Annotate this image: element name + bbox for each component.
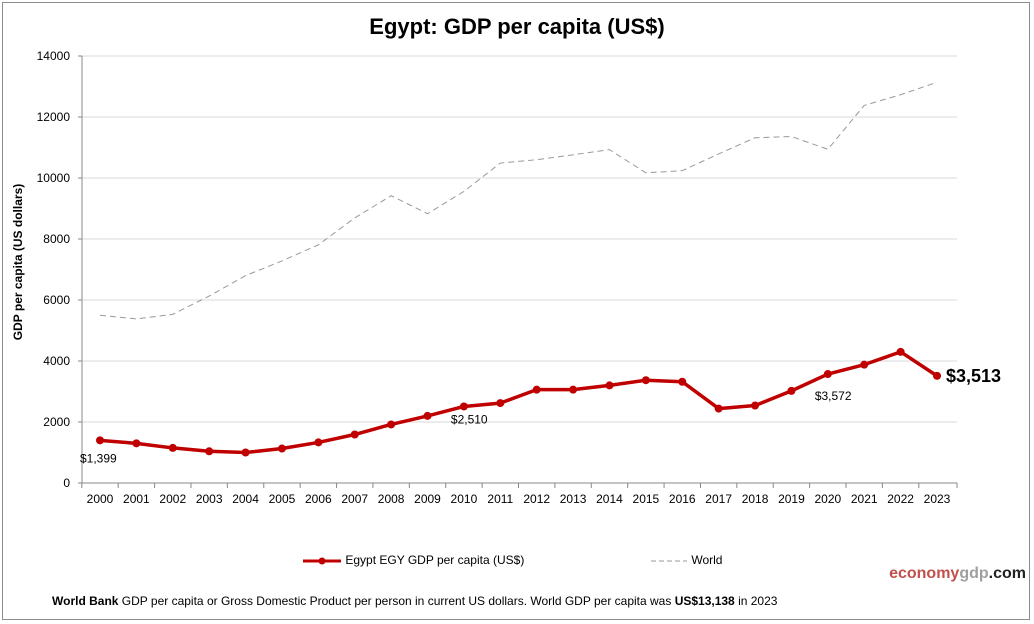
- x-tick-label: 2015: [633, 492, 660, 506]
- data-label: $3,513: [946, 366, 1001, 386]
- data-label: $2,510: [451, 412, 488, 426]
- x-tick-label: 2004: [232, 492, 259, 506]
- egypt-point: [569, 385, 578, 394]
- egypt-point: [933, 371, 941, 380]
- legend-world: World: [650, 553, 722, 568]
- x-tick-label: 2008: [378, 492, 405, 506]
- chart-title: Egypt: GDP per capita (US$): [369, 14, 665, 39]
- data-label: $1,399: [80, 451, 117, 465]
- footer-note: World Bank GDP per capita or Gross Domes…: [52, 594, 778, 608]
- y-tick-label: 12000: [37, 110, 71, 124]
- egypt-point: [96, 436, 104, 445]
- egypt-point: [496, 399, 505, 408]
- egypt-point: [423, 411, 432, 420]
- y-tick-label: 2000: [43, 415, 70, 429]
- y-tick-label: 8000: [43, 232, 70, 246]
- legend-egypt: Egypt EGY GDP per capita (US$): [302, 553, 524, 568]
- egypt-point: [787, 386, 796, 395]
- egypt-point: [678, 377, 687, 386]
- egypt-point: [241, 448, 250, 457]
- x-tick-label: 2022: [887, 492, 914, 506]
- egypt-point: [532, 385, 541, 394]
- y-tick-label: 10000: [37, 171, 71, 185]
- legend-egypt-swatch: [303, 557, 341, 565]
- x-tick-label: 2010: [451, 492, 478, 506]
- egypt-point: [896, 347, 905, 356]
- legend-egypt-label: Egypt EGY GDP per capita (US$): [345, 553, 525, 567]
- x-tick-label: 2020: [814, 492, 841, 506]
- world-line: [99, 81, 938, 320]
- x-tick-label: 2006: [305, 492, 332, 506]
- y-tick-label: 6000: [43, 293, 70, 307]
- egypt-point: [860, 360, 869, 369]
- x-tick-label: 2021: [851, 492, 878, 506]
- x-tick-label: 2019: [778, 492, 805, 506]
- x-tick-label: 2017: [705, 492, 732, 506]
- egypt-point: [605, 381, 614, 390]
- x-tick-label: 2001: [123, 492, 150, 506]
- egypt-point: [751, 401, 760, 410]
- x-tick-label: 2012: [523, 492, 550, 506]
- egypt-point: [459, 402, 468, 411]
- y-tick-label: 14000: [37, 49, 71, 63]
- egypt-point: [277, 444, 286, 453]
- x-tick-label: 2009: [414, 492, 441, 506]
- egypt-point: [641, 376, 650, 385]
- x-tick-label: 2000: [87, 492, 114, 506]
- egypt-point: [823, 370, 832, 379]
- y-tick-label: 0: [63, 476, 70, 490]
- brand-logo: economygdp.com: [889, 565, 1026, 582]
- x-tick-label: 2023: [924, 492, 951, 506]
- x-tick-label: 2013: [560, 492, 587, 506]
- egypt-point: [387, 420, 396, 429]
- legend-world-swatch: [651, 560, 687, 562]
- x-tick-label: 2003: [196, 492, 223, 506]
- data-label: $3,572: [815, 389, 852, 403]
- egypt-line: [99, 350, 938, 455]
- egypt-point: [168, 443, 177, 452]
- egypt-point: [132, 439, 141, 448]
- egypt-point: [714, 404, 723, 413]
- x-tick-label: 2014: [596, 492, 623, 506]
- x-tick-label: 2011: [487, 492, 513, 506]
- legend-world-label: World: [691, 553, 723, 567]
- egypt-point: [350, 430, 359, 439]
- y-tick-label: 4000: [43, 354, 70, 368]
- x-tick-label: 2007: [341, 492, 368, 506]
- egypt-point: [205, 447, 214, 456]
- egypt-point: [314, 438, 323, 447]
- x-tick-label: 2005: [269, 492, 296, 506]
- x-tick-label: 2016: [669, 492, 696, 506]
- x-tick-label: 2002: [159, 492, 186, 506]
- x-tick-label: 2018: [742, 492, 769, 506]
